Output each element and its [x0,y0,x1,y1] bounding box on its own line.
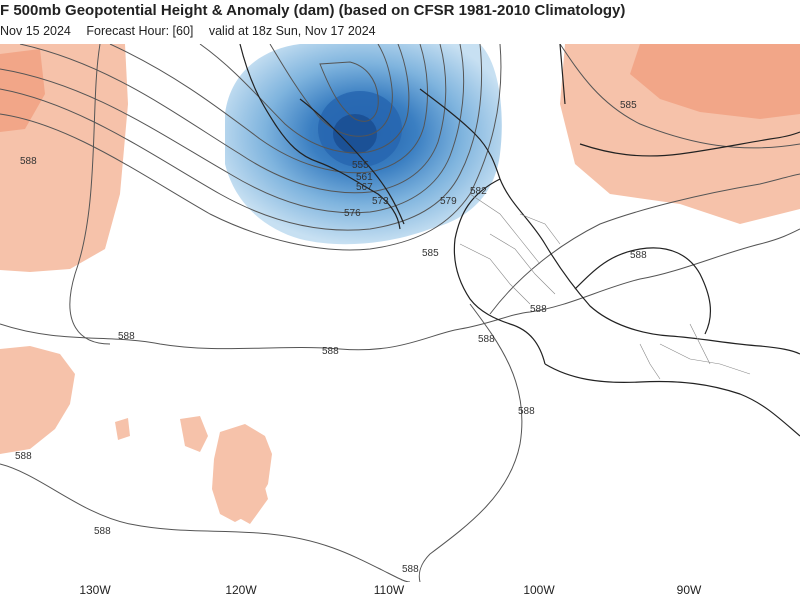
negative-anomaly-area [225,44,502,245]
longitude-axis: 130W 120W 110W 100W 90W [0,582,800,600]
init-date: Nov 15 2024 [0,24,71,38]
longitude-label: 110W [373,583,405,597]
longitude-label: 130W [79,583,111,597]
contour-label: 579 [440,196,457,207]
contour-label: 555 [352,160,369,171]
map-subtitle: Nov 15 2024 Forecast Hour: [60] valid at… [0,24,800,42]
contour-label: 588 [630,250,647,261]
positive-anomaly-cores [0,44,800,132]
map-title: F 500mb Geopotential Height & Anomaly (d… [0,2,626,19]
contour-label: 585 [422,248,439,259]
contour-label: 588 [530,304,547,315]
contour-label: 588 [15,451,32,462]
contour-labels: 588 588 588 588 588 588 588 588 588 588 … [15,100,647,575]
contour-label: 576 [344,208,361,219]
contour-label: 585 [620,100,637,111]
contour-label: 567 [356,182,373,193]
contour-label: 588 [118,331,135,342]
contour-label: 588 [94,526,111,537]
height-contours [0,44,800,582]
anomaly-map: 588 588 588 588 588 588 588 588 588 588 … [0,44,800,582]
contour-label: 588 [518,406,535,417]
contour-label: 588 [322,346,339,357]
contour-label: 588 [478,334,495,345]
contour-label: 561 [356,172,373,183]
contour-label: 573 [372,196,389,207]
coastlines [239,44,800,437]
valid-time: valid at 18z Sun, Nov 17 2024 [208,24,376,38]
longitude-label: 120W [225,583,257,597]
contour-label: 588 [20,156,37,167]
contour-label: 588 [402,564,419,575]
forecast-hour: Forecast Hour: [60] [86,24,194,38]
longitude-label: 90W [676,583,702,597]
state-borders [459,193,751,380]
longitude-label: 100W [523,583,555,597]
contour-label: 582 [470,186,487,197]
